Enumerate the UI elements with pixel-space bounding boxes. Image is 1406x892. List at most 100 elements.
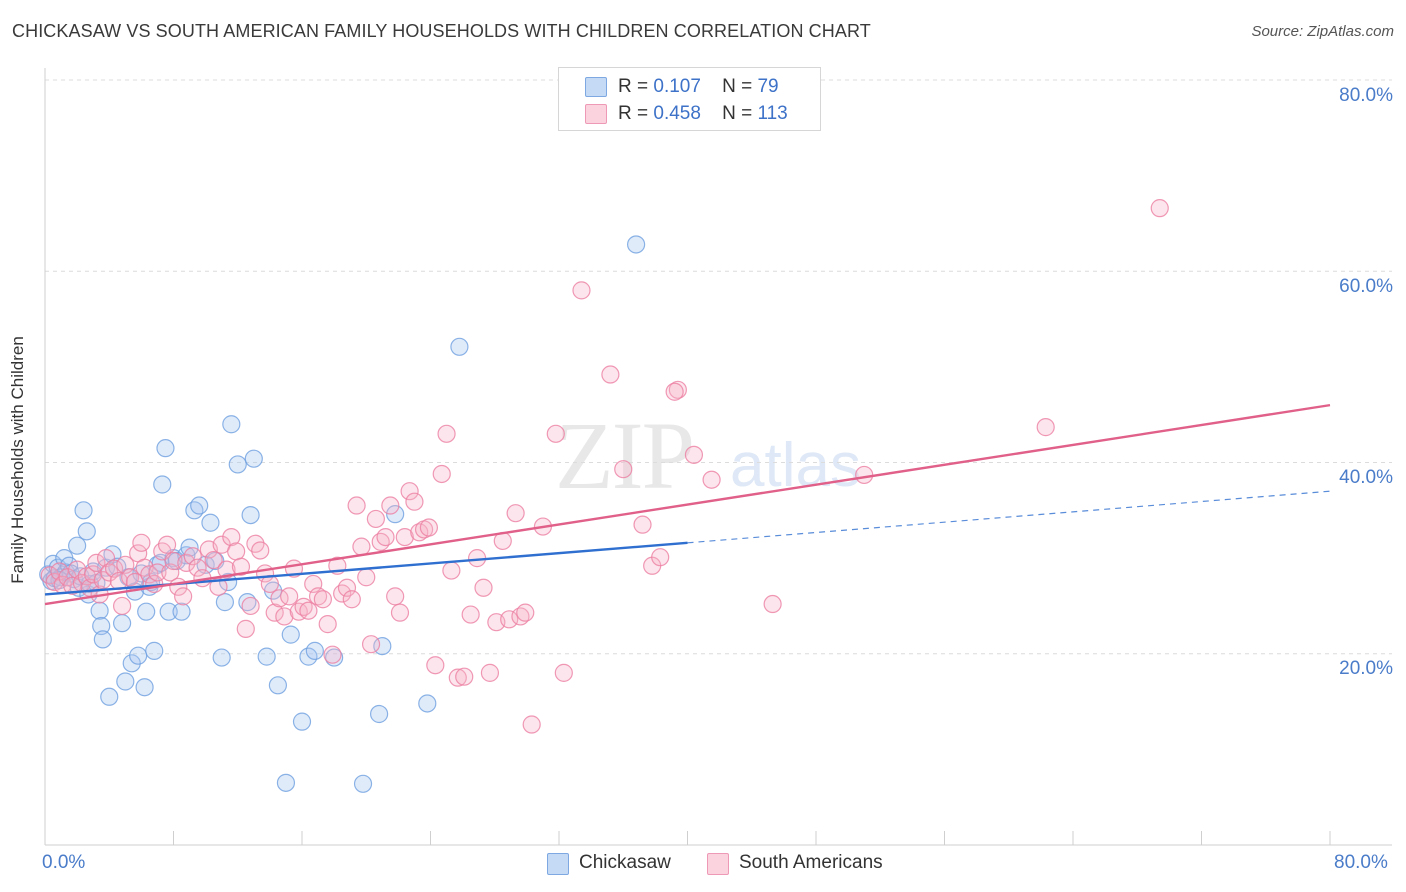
south-american-point xyxy=(455,667,474,686)
chickasaw-point xyxy=(135,678,154,697)
y-tick-label: 40.0% xyxy=(1339,467,1393,488)
south-american-point xyxy=(188,558,207,577)
chickasaw-point xyxy=(305,641,324,660)
south-american-point xyxy=(405,492,424,511)
south-american-point xyxy=(241,596,260,616)
legend-n-value: 113 xyxy=(757,103,788,124)
south-american-point xyxy=(227,542,246,561)
south-american-point xyxy=(366,509,385,529)
south-american-point xyxy=(419,518,438,537)
south-american-point xyxy=(665,382,684,401)
chickasaw-point xyxy=(418,694,437,713)
chickasaw-point xyxy=(325,648,344,667)
south-american-point xyxy=(148,563,167,582)
south-american-point xyxy=(633,515,652,534)
south-american-point xyxy=(522,715,541,734)
south-american-point xyxy=(684,445,704,464)
chickasaw-point xyxy=(156,439,175,458)
south-american-trend-line xyxy=(44,403,1331,606)
chickasaw-point xyxy=(77,522,96,541)
chickasaw-point xyxy=(268,676,288,695)
chickasaw-point xyxy=(370,704,389,724)
south-american-point xyxy=(376,527,395,547)
chickasaw-point xyxy=(92,616,111,636)
south-american-point xyxy=(161,563,180,582)
chickasaw-point xyxy=(450,337,469,356)
south-american-point xyxy=(381,496,400,515)
south-american-point xyxy=(337,578,357,597)
south-american-point xyxy=(204,550,223,570)
chickasaw-point xyxy=(90,601,109,620)
y-tick-label: 60.0% xyxy=(1339,276,1393,297)
south-american-point xyxy=(323,645,342,664)
legend-r-value: 0.458 xyxy=(653,103,701,124)
correlation-legend: R = 0.107 N = 79 R = 0.458 N = 113 xyxy=(558,67,821,131)
chickasaw-point xyxy=(145,641,164,660)
south-american-point xyxy=(516,603,535,622)
south-american-point xyxy=(410,523,429,542)
chickasaw-point xyxy=(172,602,191,621)
chickasaw-point xyxy=(281,625,300,644)
south-american-point xyxy=(174,587,193,606)
chickasaw-point xyxy=(257,647,276,666)
chickasaw-point xyxy=(626,235,646,254)
chickasaw-point xyxy=(190,496,209,515)
south-american-point xyxy=(1036,418,1055,437)
legend-r-value: 0.107 xyxy=(653,76,701,97)
south-american-point xyxy=(183,547,202,566)
south-american-point xyxy=(855,465,874,485)
legend-r-label: R = xyxy=(618,76,649,97)
chickasaw-point xyxy=(93,630,112,649)
south-american-point xyxy=(112,596,132,616)
chickasaw-point xyxy=(153,475,172,494)
chickasaw-point xyxy=(212,648,231,667)
legend-n-label: N = xyxy=(722,103,753,124)
chickasaw-point xyxy=(100,687,119,706)
south-american-point xyxy=(318,615,337,634)
legend-swatch-blue xyxy=(585,77,607,97)
chickasaw-point xyxy=(241,505,260,525)
chickasaw-point xyxy=(292,712,312,731)
south-american-point xyxy=(299,601,318,620)
south-american-point xyxy=(361,635,381,654)
south-american-point xyxy=(500,610,519,629)
south-american-point xyxy=(400,482,419,501)
south-american-point xyxy=(313,590,332,609)
south-american-point xyxy=(275,607,294,626)
south-american-point xyxy=(280,587,299,606)
south-american-point xyxy=(432,464,451,484)
legend-r-label: R = xyxy=(618,103,649,124)
chickasaw-point xyxy=(228,455,247,474)
chickasaw-point xyxy=(112,614,132,633)
bottom-legend-label: South Americans xyxy=(739,852,883,873)
south-american-point xyxy=(390,603,410,622)
legend-n-label: N = xyxy=(722,76,753,97)
chickasaw-point xyxy=(276,773,296,792)
chickasaw-point xyxy=(373,636,392,656)
south-american-point xyxy=(601,365,620,384)
south-american-point xyxy=(668,380,687,399)
legend-swatch-pink xyxy=(585,104,607,124)
south-american-point xyxy=(554,663,573,682)
south-american-point xyxy=(572,281,591,300)
y-tick-label: 20.0% xyxy=(1339,658,1393,679)
chickasaw-point xyxy=(215,593,234,612)
x-tick-label: 80.0% xyxy=(1334,852,1388,873)
chickasaw-point xyxy=(244,449,263,468)
chickasaw-point xyxy=(137,602,156,621)
chart-title: CHICKASAW VS SOUTH AMERICAN FAMILY HOUSE… xyxy=(12,21,871,41)
chickasaw-point xyxy=(68,536,87,555)
y-axis-label: Family Households with Children xyxy=(8,336,27,584)
watermark-zip: ZIP xyxy=(555,402,695,509)
chickasaw-point xyxy=(129,646,148,665)
south-american-point xyxy=(177,553,196,573)
bottom-legend-swatch-blue xyxy=(547,853,569,875)
chickasaw-point xyxy=(201,513,220,532)
x-tick-label: 0.0% xyxy=(42,852,86,873)
south-american-point xyxy=(236,619,255,638)
chickasaw-point xyxy=(353,774,373,793)
south-american-point xyxy=(217,560,236,579)
south-american-point xyxy=(265,603,284,622)
south-american-point xyxy=(386,587,405,606)
